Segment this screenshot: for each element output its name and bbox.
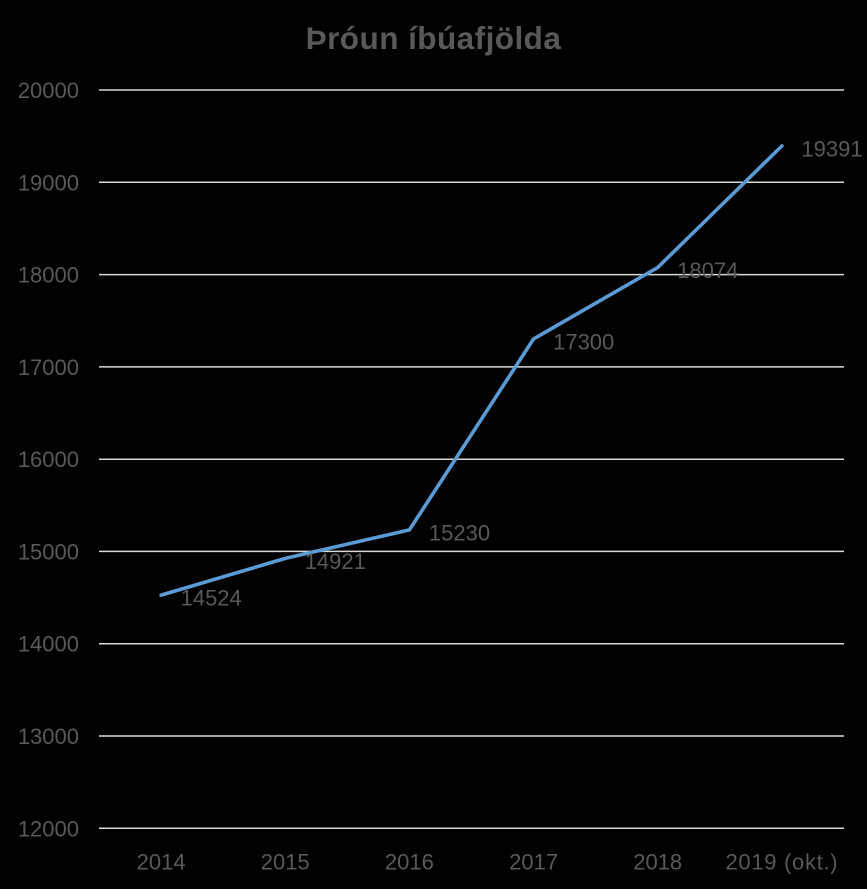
svg-text:12000: 12000 (18, 816, 79, 841)
svg-text:16000: 16000 (18, 447, 79, 472)
svg-text:2018: 2018 (633, 850, 682, 875)
svg-text:2019 (okt.): 2019 (okt.) (725, 850, 838, 875)
svg-text:17000: 17000 (18, 355, 79, 380)
svg-text:2017: 2017 (509, 850, 558, 875)
svg-text:13000: 13000 (18, 724, 79, 749)
svg-text:20000: 20000 (18, 78, 79, 103)
svg-text:18074: 18074 (677, 258, 738, 283)
svg-text:15230: 15230 (429, 520, 490, 545)
svg-text:18000: 18000 (18, 263, 79, 288)
svg-text:2014: 2014 (137, 850, 186, 875)
svg-text:14524: 14524 (181, 586, 242, 611)
svg-text:Þróun íbúafjölda: Þróun íbúafjölda (306, 20, 562, 56)
svg-text:15000: 15000 (18, 539, 79, 564)
svg-text:17300: 17300 (553, 329, 614, 354)
svg-text:2015: 2015 (261, 850, 310, 875)
svg-text:2016: 2016 (385, 850, 434, 875)
svg-text:19000: 19000 (18, 170, 79, 195)
svg-text:14000: 14000 (18, 632, 79, 657)
svg-text:14921: 14921 (305, 549, 366, 574)
svg-text:19391: 19391 (801, 136, 862, 161)
